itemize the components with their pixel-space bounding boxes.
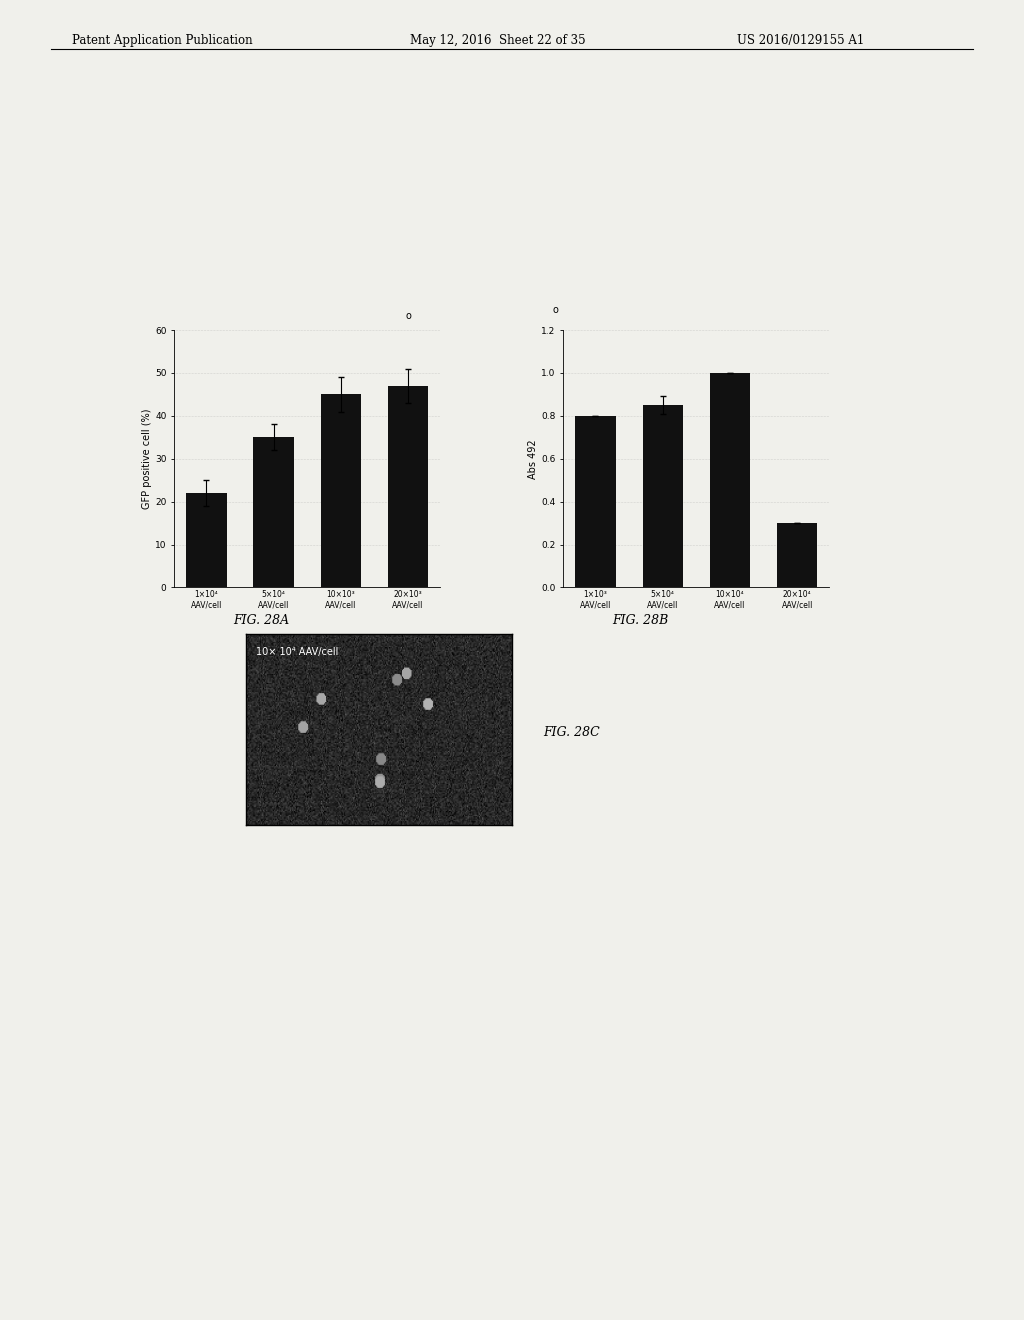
Bar bbox=[777, 523, 817, 587]
Text: o: o bbox=[406, 312, 411, 322]
Text: 10× 10⁴ AAV/cell: 10× 10⁴ AAV/cell bbox=[256, 647, 339, 657]
Text: US 2016/0129155 A1: US 2016/0129155 A1 bbox=[737, 34, 864, 48]
Y-axis label: GFP positive cell (%): GFP positive cell (%) bbox=[142, 408, 153, 510]
Text: FIG. 28A: FIG. 28A bbox=[233, 614, 289, 627]
Bar bbox=[710, 372, 751, 587]
Bar bbox=[388, 385, 428, 587]
Text: May 12, 2016  Sheet 22 of 35: May 12, 2016 Sheet 22 of 35 bbox=[410, 34, 586, 48]
Text: FIG. 28B: FIG. 28B bbox=[612, 614, 668, 627]
Bar bbox=[642, 405, 683, 587]
Text: o: o bbox=[552, 305, 558, 315]
Text: FIG. 28C: FIG. 28C bbox=[543, 726, 599, 739]
Y-axis label: Abs 492: Abs 492 bbox=[528, 438, 539, 479]
Bar bbox=[186, 492, 226, 587]
Bar bbox=[321, 395, 361, 587]
Text: Patent Application Publication: Patent Application Publication bbox=[72, 34, 252, 48]
Bar bbox=[575, 416, 615, 587]
Bar bbox=[253, 437, 294, 587]
